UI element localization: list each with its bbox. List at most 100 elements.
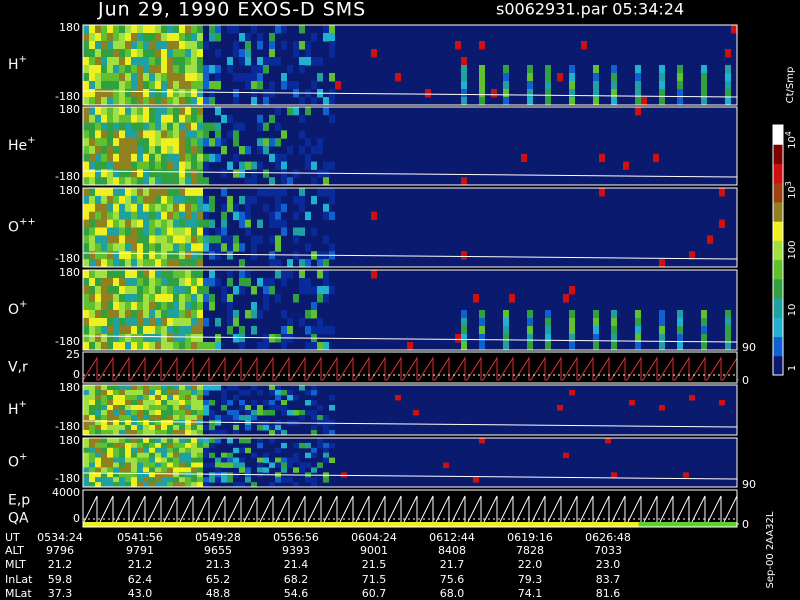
- spectrogram-cell: [125, 310, 131, 319]
- spectrogram-cell: [227, 462, 233, 468]
- spectrogram-cell: [257, 442, 263, 449]
- cell: 9791: [126, 544, 154, 557]
- spectrogram-cell: [113, 97, 119, 106]
- spectrogram-cell: [101, 326, 107, 335]
- spectrogram-cell: [131, 235, 137, 244]
- tick-label: -180: [55, 472, 80, 485]
- spectrogram-cell: [173, 169, 179, 178]
- spectrogram-cell: [119, 97, 125, 106]
- spectrogram-cell: [323, 33, 329, 42]
- spectrogram-cell: [137, 107, 143, 116]
- spectrogram-cell: [311, 477, 317, 483]
- spectrogram-cell: [143, 153, 149, 163]
- spectrogram-cell: [173, 81, 179, 90]
- spectrogram-cell: [119, 442, 125, 449]
- spectrogram-cell: [221, 188, 227, 197]
- spectrogram-cell: [233, 25, 239, 34]
- spectrogram-cell: [113, 195, 119, 205]
- cell: 68.0: [440, 587, 465, 600]
- spectrogram-cell: [191, 477, 197, 483]
- spectrogram-cell: [251, 177, 257, 186]
- spectrogram-cell: [209, 195, 215, 205]
- spectrogram-cell: [125, 177, 131, 186]
- spectrogram-cell: [167, 259, 173, 268]
- spectrogram-cell: [245, 227, 251, 236]
- spectrogram-cell: [281, 467, 287, 473]
- spectrogram-cell: [167, 425, 173, 431]
- spectrogram-cell: [155, 25, 161, 34]
- spectrogram-cell: [209, 138, 215, 147]
- spectrogram-cell: [119, 462, 125, 468]
- spectrogram-cell: [101, 334, 107, 343]
- spectrogram-cell: [233, 482, 239, 488]
- spectrogram-cell: [323, 161, 329, 170]
- tick-label: 25: [66, 348, 80, 361]
- spectrogram-cell: [305, 477, 311, 483]
- spectrogram-cell: [215, 318, 221, 327]
- spectrogram-cell: [167, 467, 173, 473]
- spectrogram-cell: [233, 153, 239, 163]
- spectrogram-cell: [89, 73, 95, 82]
- spectrogram-cell: [245, 211, 251, 221]
- spectrogram-cell: [185, 195, 191, 205]
- spectrogram-cell: [197, 415, 203, 421]
- spectrogram-cell: [101, 169, 107, 178]
- spectrogram-cell: [329, 49, 335, 58]
- spectrogram-cell: [257, 161, 263, 170]
- colorbar-step: [773, 125, 783, 145]
- spectrogram-cell: [275, 457, 281, 463]
- spectrogram-cell: [131, 251, 137, 260]
- spectrogram-cell: [677, 65, 683, 74]
- spectrogram-cell: [299, 318, 305, 327]
- spectrogram-cell: [137, 33, 143, 42]
- spectrogram-cell: [329, 41, 335, 50]
- spectrogram-cell: [113, 270, 119, 279]
- spectrogram-cell: [179, 477, 185, 483]
- spectrogram-cell: [131, 219, 137, 228]
- spectrogram-cell: [143, 442, 149, 449]
- spectrogram-cell: [107, 235, 113, 244]
- spectrogram-cell: [167, 227, 173, 236]
- spectrogram-cell: [89, 89, 95, 98]
- spectrogram-cell: [83, 97, 89, 106]
- spectrogram-cell: [233, 447, 239, 454]
- spectrogram-cell: [83, 114, 89, 124]
- spectrogram-cell: [329, 25, 335, 34]
- spectrogram-cell: [167, 65, 173, 74]
- spectrogram-cell: [569, 286, 575, 295]
- spectrogram-cell: [299, 442, 305, 449]
- spectrogram-cell: [95, 420, 101, 426]
- spectrogram-cell: [155, 188, 161, 197]
- spectrogram-cell: [635, 81, 641, 90]
- cell: 7033: [594, 544, 622, 557]
- spectrogram-cell: [155, 457, 161, 463]
- label-base: 10: [787, 186, 798, 199]
- spectrogram-cell: [149, 342, 155, 351]
- spectrogram-cell: [113, 33, 119, 42]
- spectrogram-cell: [143, 385, 149, 391]
- spectrogram-cell: [149, 153, 155, 163]
- spectrogram-cell: [185, 251, 191, 260]
- cell: 0619:16: [507, 531, 553, 544]
- spectrogram-cell: [119, 385, 125, 391]
- spectrogram-cell: [161, 107, 167, 116]
- spectrogram-cell: [323, 278, 329, 287]
- spectrogram-cell: [131, 462, 137, 468]
- spectrogram-cell: [119, 49, 125, 58]
- spectrogram-cell: [113, 452, 119, 459]
- spectrogram-cell: [143, 472, 149, 478]
- spectrogram-cell: [113, 107, 119, 116]
- spectrogram-cell: [191, 400, 197, 406]
- colorbar-label: 100: [787, 240, 798, 259]
- spectrogram-cell: [95, 153, 101, 163]
- spectrogram-cell: [125, 73, 131, 82]
- spectrogram-cell: [95, 415, 101, 421]
- spectrogram-cell: [527, 89, 533, 98]
- spectrogram-cell: [191, 467, 197, 473]
- spectrogram-cell: [107, 302, 113, 311]
- spectrogram-cell: [701, 342, 707, 351]
- spectrogram-cell: [227, 477, 233, 483]
- spectrogram-cell: [197, 462, 203, 468]
- spectrogram-cell: [203, 130, 209, 139]
- colorbar-step: [773, 163, 783, 184]
